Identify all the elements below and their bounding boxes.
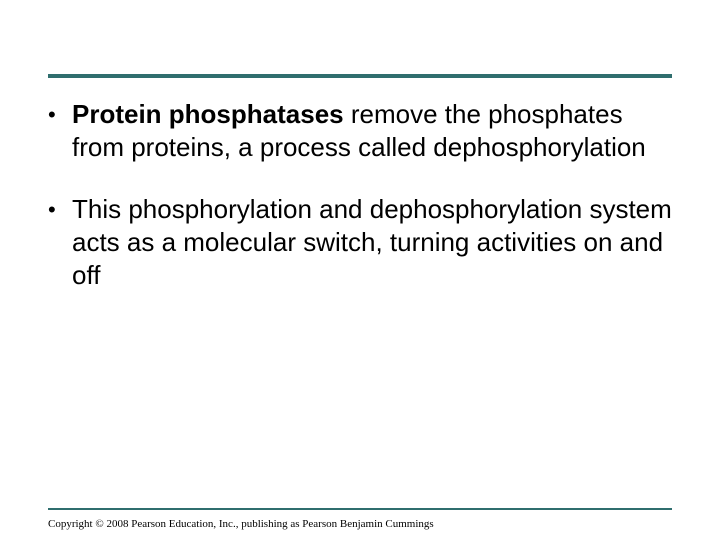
slide: • Protein phosphatases remove the phosph… (0, 0, 720, 540)
bullet-rest: This phosphorylation and dephosphorylati… (72, 194, 672, 291)
bullet-marker: • (48, 193, 72, 224)
copyright-text: Copyright © 2008 Pearson Education, Inc.… (48, 518, 434, 530)
bottom-divider (48, 508, 672, 510)
bullet-item: • This phosphorylation and dephosphoryla… (48, 193, 672, 293)
bullet-item: • Protein phosphatases remove the phosph… (48, 98, 672, 165)
top-divider (48, 74, 672, 78)
bold-term: Protein phosphatases (72, 99, 344, 129)
bullet-marker: • (48, 98, 72, 129)
bullet-text: Protein phosphatases remove the phosphat… (72, 98, 672, 165)
content-area: • Protein phosphatases remove the phosph… (48, 98, 672, 320)
bullet-text: This phosphorylation and dephosphorylati… (72, 193, 672, 293)
